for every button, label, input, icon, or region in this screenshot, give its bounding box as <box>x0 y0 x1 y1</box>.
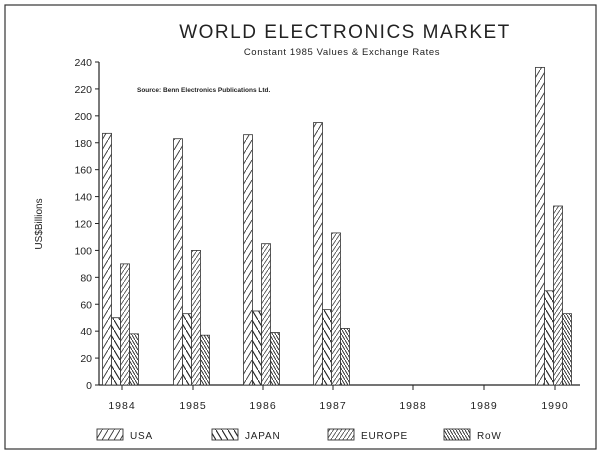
legend-swatch-japan <box>211 428 239 441</box>
bar-usa-1985 <box>173 138 183 386</box>
bar-row-1985 <box>200 334 210 386</box>
bar-europe-1990 <box>553 205 563 386</box>
y-tick-label: 120 <box>74 219 92 231</box>
x-tick-label: 1986 <box>249 400 276 412</box>
bar-japan-1986 <box>252 310 262 386</box>
bar-europe-1986 <box>261 243 271 386</box>
y-tick-label: 40 <box>80 326 92 338</box>
bar-europe-1987 <box>331 232 341 386</box>
y-tick-label: 180 <box>74 138 92 150</box>
chart-subtitle: Constant 1985 Values & Exchange Rates <box>244 47 440 58</box>
x-tick-label: 1987 <box>319 400 346 412</box>
bar-japan-1987 <box>322 309 332 386</box>
y-tick-label: 240 <box>74 57 92 69</box>
legend-swatch-europe <box>327 428 355 441</box>
legend-label-europe: EUROPE <box>361 431 408 442</box>
legend-label-usa: USA <box>130 431 153 442</box>
chart-source: Source: Benn Electronics Publications Lt… <box>137 87 270 94</box>
y-tick-label: 0 <box>86 380 92 392</box>
bar-usa-1986 <box>243 134 253 386</box>
legend-swatch-usa <box>96 428 124 441</box>
y-tick-label: 160 <box>74 165 92 177</box>
bar-row-1990 <box>562 313 572 386</box>
bar-usa-1987 <box>313 122 323 386</box>
bar-usa-1990 <box>535 66 545 386</box>
bar-japan-1984 <box>111 317 121 386</box>
bar-row-1984 <box>129 333 139 386</box>
bar-row-1987 <box>340 328 350 386</box>
y-tick-label: 60 <box>80 299 92 311</box>
legend: USA JAPAN EUROPE RoW <box>96 428 502 442</box>
y-tick-label: 220 <box>74 84 92 96</box>
y-tick-label: 80 <box>80 272 92 284</box>
y-tick-label: 200 <box>74 111 92 123</box>
bar-europe-1985 <box>191 250 201 386</box>
x-tick-label: 1990 <box>541 400 568 412</box>
legend-label-japan: JAPAN <box>245 431 281 442</box>
y-tick-label: 100 <box>74 245 92 257</box>
x-tick-label: 1984 <box>108 400 135 412</box>
bar-row-1986 <box>270 332 280 386</box>
bar-japan-1990 <box>544 290 554 386</box>
chart-title: WORLD ELECTRONICS MARKET <box>179 22 511 43</box>
bar-usa-1984 <box>102 132 112 386</box>
bar-europe-1984 <box>120 263 130 386</box>
y-tick-label: 20 <box>80 353 92 365</box>
plot-area: 0 20 40 60 80 100 120 140 160 180 200 220 240 1984 198… <box>74 57 580 412</box>
x-tick-label: 1985 <box>179 400 206 412</box>
x-tick-label: 1989 <box>470 400 497 412</box>
figure-border <box>4 4 597 450</box>
bar-japan-1985 <box>182 313 192 386</box>
legend-label-row: RoW <box>477 431 502 442</box>
y-axis-label: US$Billions <box>34 198 45 249</box>
legend-swatch-row <box>443 428 471 441</box>
y-tick-label: 140 <box>74 192 92 204</box>
x-tick-label: 1988 <box>399 400 426 412</box>
